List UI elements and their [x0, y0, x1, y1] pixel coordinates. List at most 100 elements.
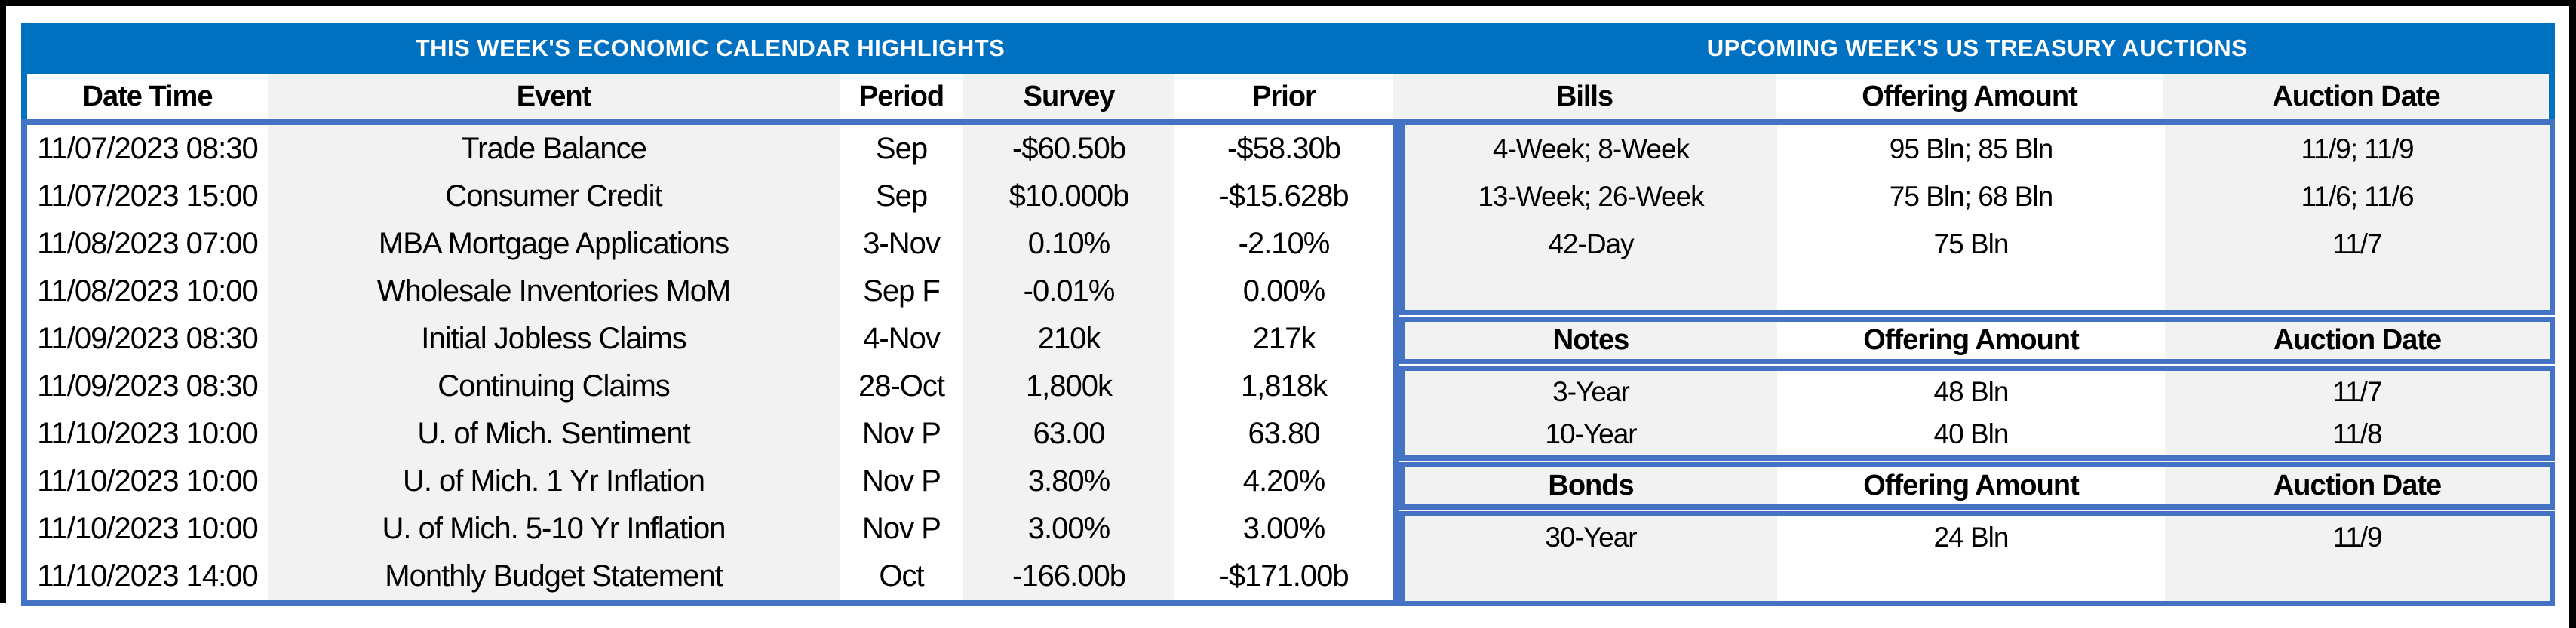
treasury-auctions-body: 4-Week; 8-Week 95 Bln; 85 Bln 11/9; 11/9…: [1399, 125, 2555, 606]
auction-row: 30-Year 24 Bln 11/9: [1405, 516, 2550, 559]
calendar-row: 11/10/2023 10:00 U. of Mich. 1 Yr Inflat…: [27, 458, 1393, 505]
empty-row: [1405, 268, 2550, 310]
cell-event: Monthly Budget Statement: [268, 553, 840, 600]
cell-auction-date: 11/9: [2165, 516, 2550, 559]
screenshot-frame-top: [0, 0, 2576, 6]
calendar-row: 11/09/2023 08:30 Initial Jobless Claims …: [27, 315, 1393, 363]
empty-cell: [2165, 559, 2550, 601]
data-area: 11/07/2023 08:30 Trade Balance Sep -$60.…: [21, 125, 2555, 606]
header-cell-period: Period: [840, 74, 963, 119]
cell-prior: 3.00%: [1174, 505, 1393, 553]
cell-date-time: 11/08/2023 10:00: [27, 268, 268, 315]
column-header-row: Date Time Event Period Survey Prior Bill…: [21, 74, 2555, 119]
cell-prior: 1,818k: [1174, 363, 1393, 410]
calendar-row: 11/10/2023 14:00 Monthly Budget Statemen…: [27, 553, 1393, 600]
section-header-row: Notes Offering Amount Auction Date: [1405, 322, 2550, 359]
bonds-section-header: Bonds Offering Amount Auction Date: [1399, 462, 2555, 510]
empty-cell: [1405, 559, 1777, 601]
auction-row: 13-Week; 26-Week 75 Bln; 68 Bln 11/6; 11…: [1405, 173, 2550, 220]
header-cell-date-time: Date Time: [27, 74, 268, 119]
cell-event: Consumer Credit: [268, 173, 840, 220]
cell-offering-amount: 75 Bln; 68 Bln: [1777, 173, 2165, 220]
cell-prior: -$58.30b: [1174, 125, 1393, 173]
cell-event: U. of Mich. Sentiment: [268, 410, 840, 458]
calendar-row: 11/09/2023 08:30 Continuing Claims 28-Oc…: [27, 363, 1393, 410]
cell-survey: 0.10%: [963, 220, 1174, 268]
empty-cell: [1777, 559, 2165, 601]
cell-security: 3-Year: [1405, 371, 1777, 413]
cell-auction-date: 11/8: [2165, 413, 2550, 455]
empty-row: [1405, 559, 2550, 601]
cell-survey: $10.000b: [963, 173, 1174, 220]
cell-period: 3-Nov: [840, 220, 963, 268]
header-cell-auction-date: Auction Date: [2163, 74, 2549, 119]
cell-event: Trade Balance: [268, 125, 840, 173]
calendar-row: 11/07/2023 08:30 Trade Balance Sep -$60.…: [27, 125, 1393, 173]
cell-date-time: 11/10/2023 10:00: [27, 410, 268, 458]
header-cell-offering-amount: Offering Amount: [1777, 322, 2165, 359]
cell-prior: 0.00%: [1174, 268, 1393, 315]
cell-period: Sep: [840, 173, 963, 220]
cell-security: 42-Day: [1405, 220, 1777, 268]
section-header-row: Bonds Offering Amount Auction Date: [1405, 467, 2550, 504]
header-cell-offering-amount: Offering Amount: [1776, 74, 2163, 119]
economic-calendar-and-auctions-table: THIS WEEK'S ECONOMIC CALENDAR HIGHLIGHTS…: [21, 23, 2555, 606]
cell-date-time: 11/10/2023 14:00: [27, 553, 268, 600]
cell-event: Wholesale Inventories MoM: [268, 268, 840, 315]
cell-period: Sep: [840, 125, 963, 173]
cell-period: Oct: [840, 553, 963, 600]
cell-date-time: 11/08/2023 07:00: [27, 220, 268, 268]
economic-calendar-title: THIS WEEK'S ECONOMIC CALENDAR HIGHLIGHTS: [415, 35, 1006, 61]
cell-event: U. of Mich. 5-10 Yr Inflation: [268, 505, 840, 553]
auction-row: 42-Day 75 Bln 11/7: [1405, 220, 2550, 268]
cell-period: Nov P: [840, 458, 963, 505]
cell-auction-date: 11/6; 11/6: [2165, 173, 2550, 220]
calendar-row: 11/08/2023 10:00 Wholesale Inventories M…: [27, 268, 1393, 315]
cell-period: 4-Nov: [840, 315, 963, 363]
cell-offering-amount: 48 Bln: [1777, 371, 2165, 413]
cell-prior: 63.80: [1174, 410, 1393, 458]
header-cell-auction-date: Auction Date: [2165, 322, 2550, 359]
auction-row: 4-Week; 8-Week 95 Bln; 85 Bln 11/9; 11/9: [1405, 125, 2550, 173]
cell-date-time: 11/09/2023 08:30: [27, 315, 268, 363]
cell-survey: 1,800k: [963, 363, 1174, 410]
cell-period: 28-Oct: [840, 363, 963, 410]
cell-event: MBA Mortgage Applications: [268, 220, 840, 268]
cell-prior: -$15.628b: [1174, 173, 1393, 220]
cell-period: Nov P: [840, 505, 963, 553]
cell-security: 4-Week; 8-Week: [1405, 125, 1777, 173]
economic-calendar-body: 11/07/2023 08:30 Trade Balance Sep -$60.…: [21, 125, 1399, 606]
cell-date-time: 11/10/2023 10:00: [27, 505, 268, 553]
cell-security: 30-Year: [1405, 516, 1777, 559]
notes-section-box: 3-Year 48 Bln 11/7 10-Year 40 Bln 11/8: [1399, 366, 2555, 461]
header-cell-notes: Notes: [1405, 322, 1777, 359]
cell-date-time: 11/09/2023 08:30: [27, 363, 268, 410]
cell-survey: 210k: [963, 315, 1174, 363]
cell-prior: -$171.00b: [1174, 553, 1393, 600]
cell-date-time: 11/10/2023 10:00: [27, 458, 268, 505]
cell-prior: 217k: [1174, 315, 1393, 363]
cell-survey: 63.00: [963, 410, 1174, 458]
cell-offering-amount: 24 Bln: [1777, 516, 2165, 559]
cell-survey: -166.00b: [963, 553, 1174, 600]
cell-date-time: 11/07/2023 15:00: [27, 173, 268, 220]
cell-auction-date: 11/7: [2165, 220, 2550, 268]
cell-period: Sep F: [840, 268, 963, 315]
cell-prior: 4.20%: [1174, 458, 1393, 505]
header-cell-auction-date: Auction Date: [2165, 467, 2550, 504]
auction-row: 3-Year 48 Bln 11/7: [1405, 371, 2550, 413]
header-cell-event: Event: [268, 74, 840, 119]
title-bar: THIS WEEK'S ECONOMIC CALENDAR HIGHLIGHTS…: [21, 23, 2555, 74]
cell-date-time: 11/07/2023 08:30: [27, 125, 268, 173]
cell-security: 13-Week; 26-Week: [1405, 173, 1777, 220]
cell-offering-amount: 75 Bln: [1777, 220, 2165, 268]
auction-row: 10-Year 40 Bln 11/8: [1405, 413, 2550, 455]
notes-section-header: Notes Offering Amount Auction Date: [1399, 317, 2555, 364]
header-cell-survey: Survey: [963, 74, 1174, 119]
header-cell-prior: Prior: [1174, 74, 1393, 119]
calendar-row: 11/10/2023 10:00 U. of Mich. Sentiment N…: [27, 410, 1393, 458]
cell-survey: -0.01%: [963, 268, 1174, 315]
screenshot-frame-right: [2569, 0, 2576, 628]
cell-auction-date: 11/7: [2165, 371, 2550, 413]
calendar-row: 11/07/2023 15:00 Consumer Credit Sep $10…: [27, 173, 1393, 220]
